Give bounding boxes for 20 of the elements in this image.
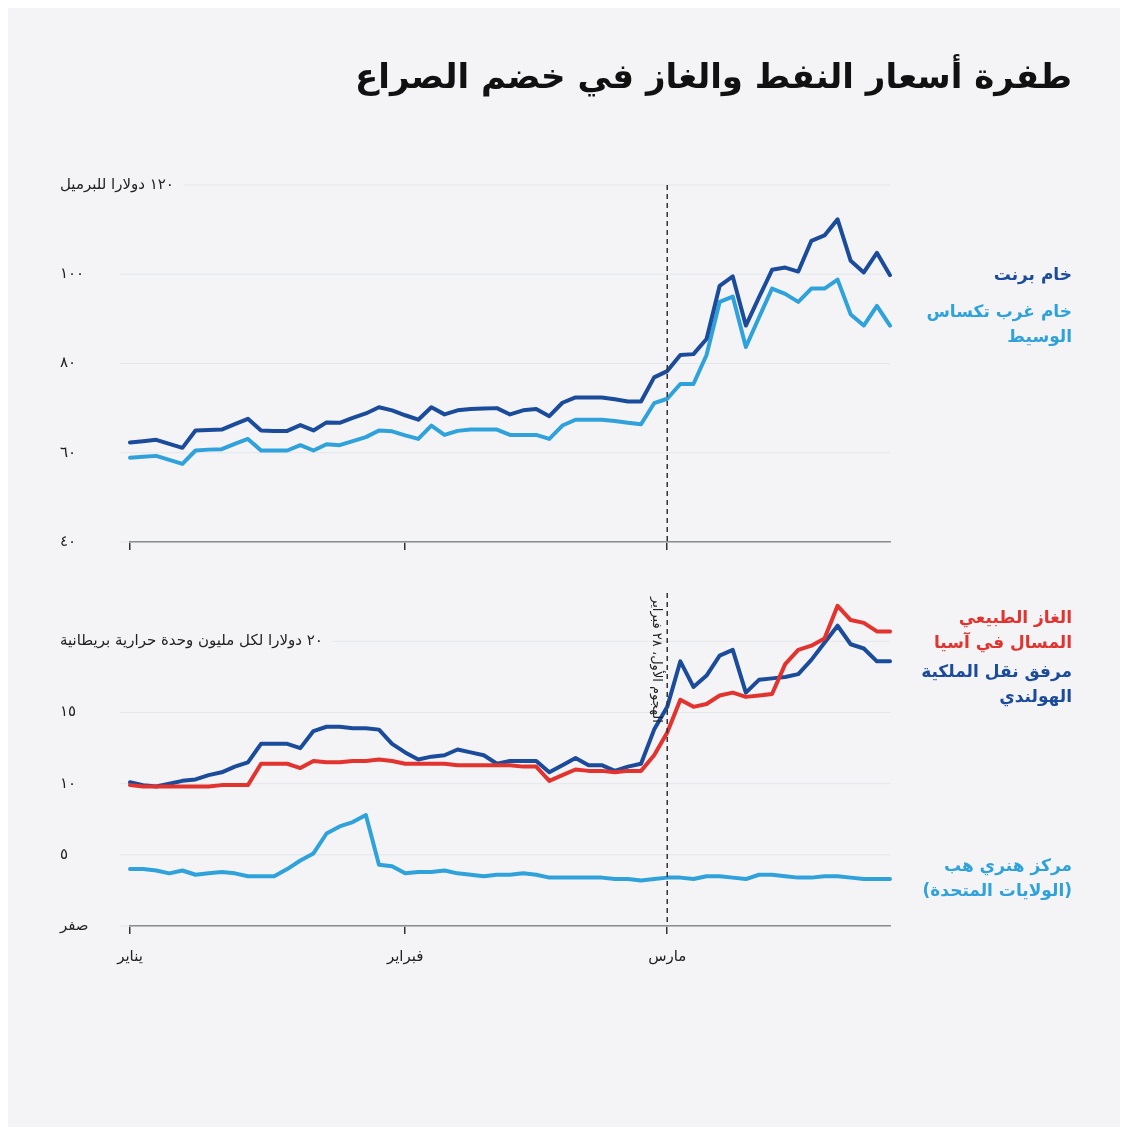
y-tick-label: ١٥	[60, 702, 77, 721]
x-tick-label: فبراير	[385, 946, 424, 965]
y-tick-label: ٦٠	[60, 442, 77, 461]
y-tick-label: ٥	[60, 844, 69, 863]
series-label: مركز هنري هب (الولايات المتحدة)	[922, 854, 1072, 901]
ref-line-label: الهجوم الأول، ٢٨ فبراير	[648, 596, 666, 723]
x-tick-label: يناير	[116, 946, 143, 965]
y-tick-label: ١٢٠ دولارا للبرميل	[60, 174, 174, 193]
text: الغاز الطبيعي المسال في آسيا	[933, 607, 1072, 654]
text: خام برنت	[993, 263, 1072, 285]
y-tick-label: ٨٠	[60, 353, 77, 372]
y-tick-label: ١٠٠	[60, 264, 85, 283]
y-tick-label: ١٠	[60, 773, 77, 792]
chart-title: طفرة أسعار النفط والغاز في خضم الصراع	[355, 56, 1072, 96]
y-tick-label: صفر	[59, 915, 89, 934]
x-tick-label: مارس	[648, 946, 687, 965]
text: خام غرب تكساس الوسيط	[926, 301, 1072, 348]
series-label: مرفق نقل الملكية الهولندي	[921, 661, 1072, 708]
y-tick-label: ٤٠	[60, 531, 77, 550]
y-tick-label: ٢٠ دولارا لكل مليون وحدة حرارية بريطانية	[60, 631, 323, 650]
